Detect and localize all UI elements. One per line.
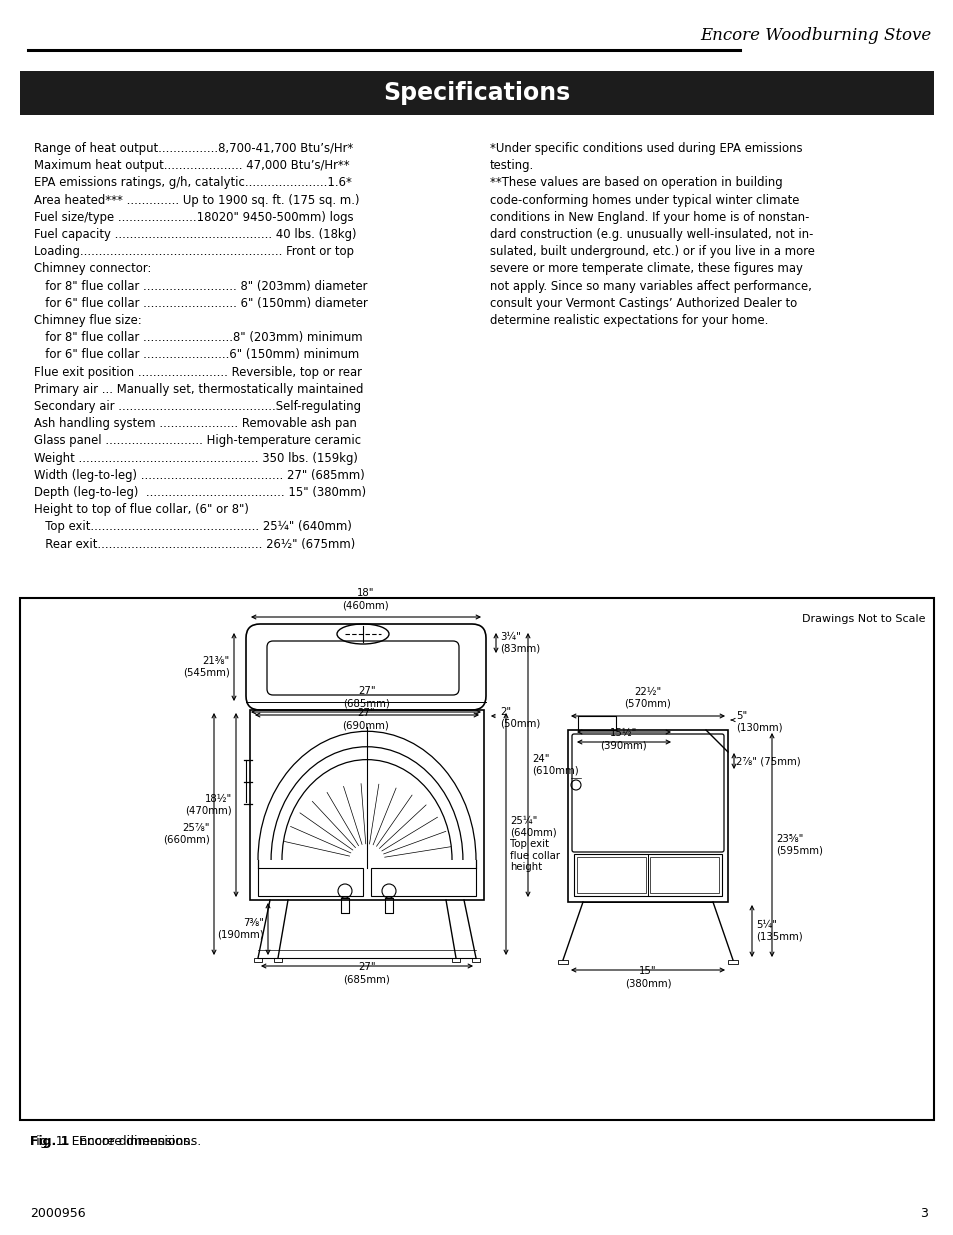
- Text: severe or more temperate climate, these figures may: severe or more temperate climate, these …: [490, 262, 802, 275]
- Bar: [250, 710, 483, 900]
- Bar: [727, 960, 738, 965]
- Text: for 6" flue collar .......................6" (150mm) minimum: for 6" flue collar .....................…: [34, 348, 359, 362]
- Text: Secondary air ..........................................Self-regulating: Secondary air ..........................…: [34, 400, 360, 412]
- Text: Encore dimensions.: Encore dimensions.: [75, 1135, 201, 1149]
- Text: 27"
(685mm): 27" (685mm): [343, 687, 390, 708]
- Text: for 6" flue collar ......................... 6" (150mm) diameter: for 6" flue collar .....................…: [34, 296, 367, 310]
- Text: 18"
(460mm): 18" (460mm): [342, 588, 389, 610]
- Text: 7⅜"
(190mm): 7⅜" (190mm): [217, 918, 264, 940]
- Text: determine realistic expectations for your home.: determine realistic expectations for you…: [490, 314, 767, 327]
- Text: Fig. 1: Fig. 1: [30, 1135, 70, 1149]
- Text: not apply. Since so many variables affect performance,: not apply. Since so many variables affec…: [490, 279, 811, 293]
- Text: Height to top of flue collar, (6" or 8"): Height to top of flue collar, (6" or 8"): [34, 503, 249, 516]
- Text: Depth (leg-to-leg)  ..................................... 15" (380mm): Depth (leg-to-leg) .....................…: [34, 487, 366, 499]
- Text: for 8" flue collar ........................8" (203mm) minimum: for 8" flue collar .....................…: [34, 331, 362, 345]
- Text: 25¼"
(640mm)
Top exit
flue collar
height: 25¼" (640mm) Top exit flue collar height: [510, 816, 559, 872]
- Text: code-conforming homes under typical winter climate: code-conforming homes under typical wint…: [490, 194, 799, 206]
- Bar: [472, 958, 479, 962]
- Text: Drawings Not to Scale: Drawings Not to Scale: [801, 614, 925, 624]
- Text: Rear exit............................................ 26½" (675mm): Rear exit...............................…: [34, 537, 355, 551]
- Text: 18½"
(470mm): 18½" (470mm): [185, 794, 232, 816]
- Text: 5"
(130mm): 5" (130mm): [735, 711, 781, 732]
- Bar: [452, 958, 459, 962]
- Bar: [577, 857, 645, 893]
- Text: Width (leg-to-leg) ...................................... 27" (685mm): Width (leg-to-leg) .....................…: [34, 469, 364, 482]
- Text: Glass panel .......................... High-temperature ceramic: Glass panel .......................... H…: [34, 435, 361, 447]
- Bar: [371, 868, 476, 897]
- Text: Area heated*** .............. Up to 1900 sq. ft. (175 sq. m.): Area heated*** .............. Up to 1900…: [34, 194, 359, 206]
- Text: Chimney connector:: Chimney connector:: [34, 262, 152, 275]
- Text: 27"
(690mm): 27" (690mm): [342, 709, 389, 730]
- Bar: [567, 730, 727, 902]
- Text: 2"
(50mm): 2" (50mm): [499, 708, 539, 729]
- Text: for 8" flue collar ......................... 8" (203mm) diameter: for 8" flue collar .....................…: [34, 279, 367, 293]
- Text: consult your Vermont Castings’ Authorized Dealer to: consult your Vermont Castings’ Authorize…: [490, 296, 797, 310]
- Text: Top exit............................................. 25¼" (640mm): Top exit................................…: [34, 520, 352, 534]
- Text: Weight ................................................ 350 lbs. (159kg): Weight .................................…: [34, 452, 357, 464]
- Text: Fig. 1  Encore dimensions.: Fig. 1 Encore dimensions.: [30, 1135, 193, 1149]
- Bar: [20, 598, 933, 1120]
- Text: Range of heat output................8,700-41,700 Btu’s/Hr*: Range of heat output................8,70…: [34, 142, 353, 156]
- Text: Fuel capacity .......................................... 40 lbs. (18kg): Fuel capacity ..........................…: [34, 228, 356, 241]
- Text: conditions in New England. If your home is of nonstan-: conditions in New England. If your home …: [490, 211, 808, 224]
- Text: Specifications: Specifications: [383, 82, 570, 105]
- Bar: [578, 716, 616, 730]
- Text: testing.: testing.: [490, 159, 534, 172]
- Text: 3¼"
(83mm): 3¼" (83mm): [499, 632, 539, 653]
- Text: Fuel size/type .....................18020" 9450-500mm) logs: Fuel size/type .....................1802…: [34, 211, 354, 224]
- Text: 24"
(610mm): 24" (610mm): [532, 755, 578, 776]
- Text: 27"
(685mm): 27" (685mm): [343, 962, 390, 984]
- Text: Maximum heat output..................... 47,000 Btu’s/Hr**: Maximum heat output.....................…: [34, 159, 349, 172]
- Text: 21⅜"
(545mm): 21⅜" (545mm): [183, 656, 230, 678]
- Text: Primary air ... Manually set, thermostatically maintained: Primary air ... Manually set, thermostat…: [34, 383, 363, 395]
- Text: *Under specific conditions used during EPA emissions: *Under specific conditions used during E…: [490, 142, 801, 156]
- Text: Ash handling system ..................... Removable ash pan: Ash handling system ....................…: [34, 417, 356, 430]
- Text: Loading...................................................... Front or top: Loading.................................…: [34, 246, 354, 258]
- Text: 2⅞" (75mm): 2⅞" (75mm): [735, 757, 800, 767]
- Bar: [558, 960, 567, 965]
- Bar: [649, 857, 719, 893]
- Text: Encore Woodburning Stove: Encore Woodburning Stove: [700, 27, 931, 44]
- Text: Chimney flue size:: Chimney flue size:: [34, 314, 142, 327]
- Bar: [20, 70, 933, 115]
- Text: 2000956: 2000956: [30, 1207, 86, 1220]
- Text: 23⅝"
(595mm): 23⅝" (595mm): [775, 834, 822, 856]
- Text: 3: 3: [919, 1207, 927, 1220]
- Text: sulated, built underground, etc.) or if you live in a more: sulated, built underground, etc.) or if …: [490, 246, 814, 258]
- Bar: [253, 958, 262, 962]
- Bar: [274, 958, 282, 962]
- Text: 15"
(380mm): 15" (380mm): [624, 967, 671, 988]
- Text: 5¼"
(135mm): 5¼" (135mm): [755, 920, 801, 942]
- Text: Flue exit position ........................ Reversible, top or rear: Flue exit position .....................…: [34, 366, 361, 379]
- Text: dard construction (e.g. unusually well-insulated, not in-: dard construction (e.g. unusually well-i…: [490, 228, 813, 241]
- Bar: [257, 868, 363, 897]
- Bar: [574, 853, 721, 897]
- Text: 25⅞"
(660mm): 25⅞" (660mm): [163, 824, 210, 845]
- Text: **These values are based on operation in building: **These values are based on operation in…: [490, 177, 781, 189]
- Text: EPA emissions ratings, g/h, catalytic......................1.6*: EPA emissions ratings, g/h, catalytic...…: [34, 177, 352, 189]
- Text: 22½"
(570mm): 22½" (570mm): [624, 688, 671, 709]
- Text: 15½"
(390mm): 15½" (390mm): [600, 729, 647, 750]
